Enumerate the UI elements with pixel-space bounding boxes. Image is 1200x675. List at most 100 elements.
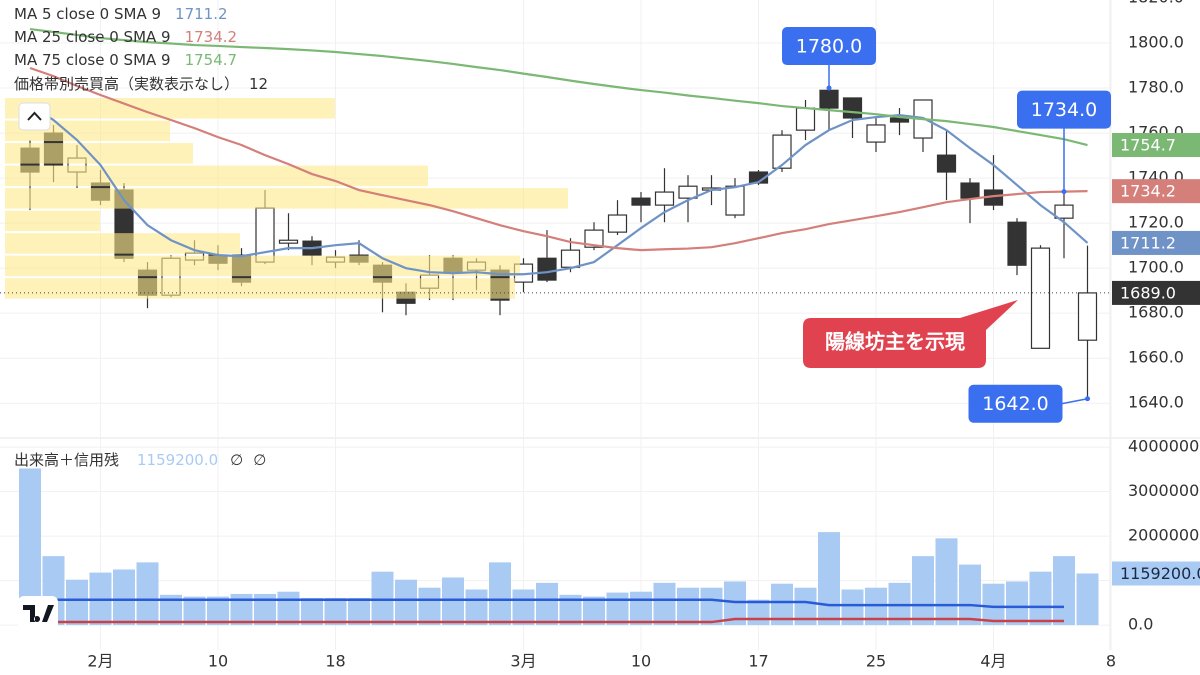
y-tick-label: 1640.0 (1128, 393, 1184, 412)
y-tick-label: 1700.0 (1128, 258, 1184, 277)
price-label-bg (1112, 561, 1200, 586)
y-tick-label: 1820.0 (1128, 0, 1184, 7)
callout-dot (1085, 396, 1090, 402)
price-label-bg (1112, 133, 1200, 158)
volume-bar (677, 587, 699, 626)
legend-text: MA 5 close 0 SMA 9 1711.2 (14, 5, 228, 23)
logo (23, 605, 54, 623)
legend-text: 価格帯別売買高（実数表示なし） 12 (14, 75, 268, 93)
volume-bar (818, 532, 840, 626)
candle-body (537, 257, 557, 281)
volume-bar (19, 468, 41, 626)
volume-bar (1006, 581, 1028, 626)
legend-text: MA 75 close 0 SMA 9 1754.7 (14, 51, 237, 69)
x-tick-label: 8 (1106, 652, 1116, 671)
ma-line (29, 27, 1088, 147)
legend-value: 1754.7 (185, 51, 238, 69)
volume-profile-row (5, 165, 428, 187)
candle-body (725, 185, 745, 216)
y-tick-label: 1720.0 (1128, 213, 1184, 232)
legend-value: 1734.2 (185, 28, 238, 46)
price-label: 1711.2 (1120, 233, 1176, 252)
volume-bar (371, 571, 394, 626)
y-tick-label: 1780.0 (1128, 78, 1184, 97)
x-tick-label: 3月 (510, 652, 536, 671)
price-label-bg (1112, 179, 1200, 204)
candle-body (654, 191, 675, 206)
volume-bar (935, 538, 958, 626)
volume-bar (442, 577, 464, 626)
callout: 1734.0 (1017, 90, 1111, 195)
y-tick-label: 2000000 (1128, 526, 1199, 545)
price-label-bg (1112, 230, 1200, 255)
red-callout-box (803, 300, 1018, 368)
candle-body (772, 134, 792, 169)
candle-body (1054, 204, 1074, 219)
volume-bar (630, 591, 652, 626)
volume-bar (183, 596, 206, 626)
volume-bar (536, 582, 558, 626)
volume-bar (512, 589, 535, 626)
y-tick-label: 0.0 (1128, 615, 1153, 634)
candle-body (1030, 247, 1051, 349)
candle-body (819, 89, 839, 109)
volume-bar (113, 569, 135, 626)
callout-box (1017, 90, 1111, 129)
volume-bar (66, 579, 88, 626)
volume-bar (653, 582, 676, 626)
x-tick-label: 10 (631, 652, 651, 671)
callout-text: 1642.0 (982, 393, 1048, 415)
ma-line (29, 104, 1089, 276)
x-tick-label: 2月 (87, 652, 113, 671)
candle-body (960, 182, 980, 199)
candle-body (584, 229, 604, 248)
volume-line (29, 598, 1064, 609)
volume-bar (465, 589, 488, 626)
volume-profile-row (5, 210, 100, 232)
x-tick-label: 25 (866, 652, 886, 671)
volume-profile-row (5, 188, 568, 209)
volume-bar (418, 587, 441, 626)
volume-bar (912, 556, 934, 626)
volume-bar (559, 594, 582, 626)
volume-bar (583, 596, 605, 626)
candle-body (678, 185, 698, 199)
price-label: 1689.0 (1120, 283, 1176, 302)
candle-body (1007, 221, 1027, 266)
volume-bar (606, 592, 629, 626)
price-label: 1159200.0 (1120, 564, 1200, 583)
volume-profile-row (5, 98, 335, 119)
volume-bar (1053, 556, 1075, 626)
y-tick-label: 3000000 (1128, 481, 1199, 500)
volume-bar (771, 583, 793, 626)
ma-line (29, 66, 1088, 252)
volume-bar (841, 589, 864, 626)
x-tick-label: 10 (208, 652, 228, 671)
callout-text: 1734.0 (1031, 99, 1097, 121)
legend-text: 出来高＋信用残 1159200.0 ∅ ∅ (14, 451, 266, 469)
callout-dot (1061, 189, 1067, 195)
candle-body (936, 154, 957, 173)
volume-bar (324, 597, 347, 626)
volume-bar (1076, 573, 1099, 626)
legend-name: MA 25 close 0 SMA 9 (14, 28, 171, 46)
volume-bar (747, 599, 770, 626)
volume-bar (794, 587, 817, 626)
price-label-bg (1112, 280, 1200, 305)
x-tick-label: 17 (748, 652, 768, 671)
volume-bar (700, 587, 723, 626)
candle-body (631, 197, 651, 206)
x-tick-label: 4月 (980, 652, 1006, 671)
volume-bar (160, 594, 182, 626)
volume-bar (254, 593, 276, 626)
volume-bar (348, 597, 370, 626)
volume-bar (136, 562, 159, 626)
volume-bar (489, 562, 511, 626)
profile-rows: 12 (249, 75, 268, 93)
collapse-button[interactable] (18, 102, 51, 131)
legend-value: 1711.2 (175, 5, 228, 23)
candle-body (1077, 292, 1098, 341)
y-tick-label: 1660.0 (1128, 348, 1184, 367)
candle-body (607, 214, 628, 233)
